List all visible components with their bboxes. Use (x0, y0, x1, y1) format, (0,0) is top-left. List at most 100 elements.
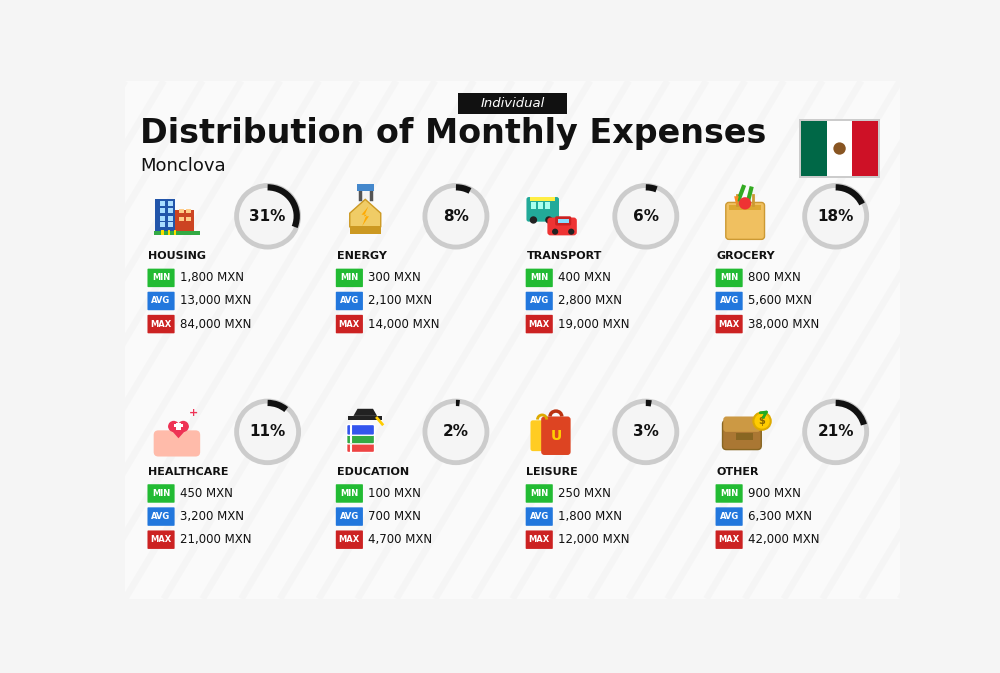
Text: MAX: MAX (339, 535, 360, 544)
Text: MAX: MAX (150, 320, 172, 328)
Circle shape (615, 401, 677, 462)
Text: 8%: 8% (443, 209, 469, 224)
Text: AVG: AVG (151, 512, 171, 521)
Polygon shape (362, 207, 369, 226)
Text: $: $ (759, 416, 765, 426)
Text: MAX: MAX (529, 535, 550, 544)
Bar (852, 120, 878, 176)
Text: MAX: MAX (718, 320, 740, 328)
Bar (174, 230, 176, 235)
Text: U: U (550, 429, 562, 443)
FancyBboxPatch shape (716, 507, 743, 526)
Text: AVG: AVG (719, 512, 739, 521)
FancyBboxPatch shape (147, 507, 175, 526)
FancyBboxPatch shape (336, 485, 363, 503)
Text: 450 MXN: 450 MXN (180, 487, 233, 500)
Text: 900 MXN: 900 MXN (748, 487, 801, 500)
Text: 42,000 MXN: 42,000 MXN (748, 533, 820, 546)
FancyBboxPatch shape (147, 269, 175, 287)
Text: AVG: AVG (340, 512, 359, 521)
FancyBboxPatch shape (336, 269, 363, 287)
FancyBboxPatch shape (716, 315, 743, 333)
Text: GROCERY: GROCERY (716, 251, 775, 261)
Text: AVG: AVG (530, 512, 549, 521)
Text: 5,600 MXN: 5,600 MXN (748, 295, 812, 308)
Bar (827, 120, 852, 176)
FancyBboxPatch shape (347, 433, 375, 444)
Text: 38,000 MXN: 38,000 MXN (748, 318, 819, 330)
Circle shape (530, 216, 537, 223)
Text: 3,200 MXN: 3,200 MXN (180, 510, 244, 523)
Polygon shape (734, 197, 739, 205)
Text: 400 MXN: 400 MXN (558, 271, 611, 285)
Bar (357, 184, 374, 191)
Bar (531, 203, 536, 209)
Text: AVG: AVG (340, 297, 359, 306)
Text: MIN: MIN (530, 273, 548, 283)
Polygon shape (353, 409, 377, 416)
Text: 6,300 MXN: 6,300 MXN (748, 510, 812, 523)
Polygon shape (350, 199, 381, 227)
Bar (186, 209, 191, 213)
Bar (545, 203, 550, 209)
Text: EDUCATION: EDUCATION (337, 467, 409, 477)
FancyBboxPatch shape (526, 197, 559, 221)
Text: 300 MXN: 300 MXN (368, 271, 421, 285)
FancyBboxPatch shape (526, 485, 553, 503)
Text: 84,000 MXN: 84,000 MXN (180, 318, 251, 330)
Circle shape (552, 229, 558, 235)
FancyBboxPatch shape (154, 430, 200, 456)
Bar (350, 226, 381, 234)
Bar (186, 217, 191, 221)
Text: 1,800 MXN: 1,800 MXN (180, 271, 244, 285)
Circle shape (178, 421, 189, 432)
Text: 3%: 3% (633, 425, 659, 439)
Bar (558, 219, 569, 223)
Bar (168, 230, 170, 235)
Text: TRANSPORT: TRANSPORT (526, 251, 602, 261)
Bar (168, 208, 173, 213)
FancyBboxPatch shape (347, 441, 375, 452)
Text: 14,000 MXN: 14,000 MXN (368, 318, 440, 330)
Text: MIN: MIN (340, 273, 358, 283)
Text: 12,000 MXN: 12,000 MXN (558, 533, 630, 546)
Text: ENERGY: ENERGY (337, 251, 386, 261)
Bar (168, 216, 173, 221)
FancyBboxPatch shape (716, 269, 743, 287)
Circle shape (237, 186, 299, 247)
FancyBboxPatch shape (336, 507, 363, 526)
Circle shape (753, 413, 771, 430)
Circle shape (237, 401, 299, 462)
Text: 19,000 MXN: 19,000 MXN (558, 318, 630, 330)
Text: Individual: Individual (480, 97, 545, 110)
Bar (538, 203, 543, 209)
FancyBboxPatch shape (147, 485, 175, 503)
FancyBboxPatch shape (175, 210, 194, 234)
Text: 700 MXN: 700 MXN (368, 510, 421, 523)
Text: MIN: MIN (152, 489, 170, 498)
Bar (160, 201, 165, 205)
FancyBboxPatch shape (716, 530, 743, 549)
FancyBboxPatch shape (147, 315, 175, 333)
FancyBboxPatch shape (729, 205, 761, 209)
Text: Monclova: Monclova (140, 157, 226, 175)
FancyBboxPatch shape (716, 291, 743, 310)
FancyBboxPatch shape (147, 530, 175, 549)
FancyBboxPatch shape (526, 315, 553, 333)
Circle shape (805, 401, 867, 462)
Circle shape (805, 186, 867, 247)
Text: 6%: 6% (633, 209, 659, 224)
Circle shape (739, 197, 751, 209)
FancyBboxPatch shape (336, 315, 363, 333)
Bar (160, 216, 165, 221)
FancyBboxPatch shape (336, 291, 363, 310)
Text: MIN: MIN (152, 273, 170, 283)
Bar (179, 209, 184, 213)
Text: MAX: MAX (718, 535, 740, 544)
Bar (801, 120, 827, 176)
Text: 250 MXN: 250 MXN (558, 487, 611, 500)
Bar (160, 208, 165, 213)
Bar (154, 231, 200, 235)
Text: 21,000 MXN: 21,000 MXN (180, 533, 252, 546)
FancyBboxPatch shape (458, 94, 567, 114)
